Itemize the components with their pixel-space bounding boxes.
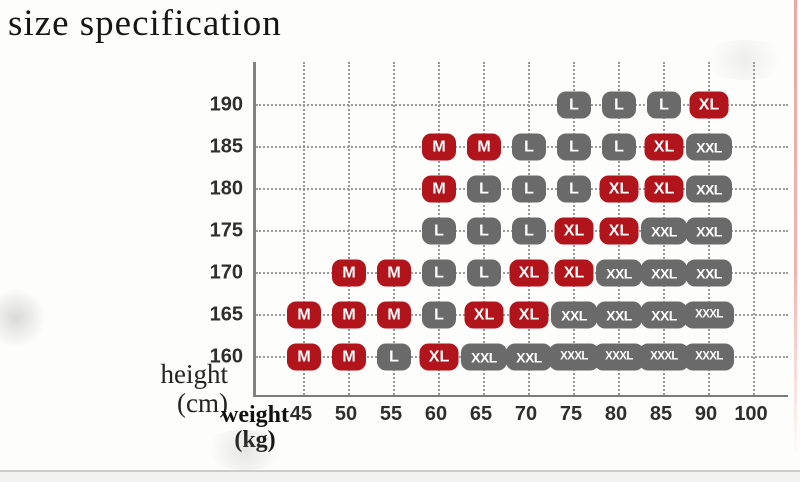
size-badge: L bbox=[512, 175, 546, 203]
size-badge: L bbox=[557, 133, 591, 161]
x-tick-label: 60 bbox=[424, 403, 448, 425]
size-badge: XL bbox=[464, 301, 504, 329]
size-badge: XL bbox=[599, 175, 639, 203]
x-axis-label-line1: weight bbox=[221, 402, 289, 428]
size-badge: L bbox=[647, 91, 681, 119]
size-badge: XXL bbox=[596, 301, 642, 329]
x-tick-label: 85 bbox=[649, 403, 673, 425]
size-badge: XL bbox=[599, 217, 639, 245]
x-tick-label: 90 bbox=[694, 403, 718, 425]
size-badge: M bbox=[377, 259, 411, 287]
y-tick-label: 180 bbox=[209, 177, 243, 200]
size-badge: XXL bbox=[686, 259, 732, 287]
size-badge: XL bbox=[554, 259, 594, 287]
x-tick-label: 100 bbox=[734, 403, 768, 425]
size-badge: XL bbox=[509, 259, 549, 287]
size-badge: XL bbox=[644, 175, 684, 203]
size-badge: L bbox=[467, 217, 501, 245]
size-badge: XL bbox=[689, 91, 729, 119]
size-badge: XXL bbox=[596, 259, 642, 287]
size-badge: M bbox=[287, 301, 321, 329]
vertical-gridline bbox=[348, 62, 350, 395]
size-badge: M bbox=[467, 133, 501, 161]
size-badge: L bbox=[602, 91, 636, 119]
y-tick-label: 160 bbox=[209, 345, 243, 368]
size-badge: XXL bbox=[551, 301, 597, 329]
size-badge: M bbox=[422, 133, 456, 161]
x-tick-label: 70 bbox=[514, 403, 538, 425]
y-tick-label: 185 bbox=[209, 135, 243, 158]
size-badge: XL bbox=[419, 343, 459, 371]
right-edge-accent-line bbox=[794, 0, 797, 455]
size-badge: XXL bbox=[641, 259, 687, 287]
size-badge: XL bbox=[644, 133, 684, 161]
size-badge: L bbox=[467, 175, 501, 203]
size-badge: XXL bbox=[641, 217, 687, 245]
size-badge: L bbox=[422, 301, 456, 329]
size-badge: XXL bbox=[461, 343, 507, 371]
x-tick-label: 50 bbox=[334, 403, 358, 425]
y-axis-label: height (cm) bbox=[118, 359, 229, 418]
bottom-divider-line bbox=[0, 470, 800, 472]
size-badge: XXXL bbox=[684, 301, 734, 329]
size-badge: L bbox=[422, 217, 456, 245]
size-badge: XXL bbox=[641, 301, 687, 329]
size-badge: M bbox=[332, 259, 366, 287]
size-badge: XXL bbox=[686, 217, 732, 245]
size-badge: M bbox=[377, 301, 411, 329]
x-tick-label: 55 bbox=[379, 403, 403, 425]
size-badge: M bbox=[332, 343, 366, 371]
size-badge: L bbox=[602, 133, 636, 161]
vertical-gridline bbox=[303, 62, 305, 395]
size-badge: L bbox=[557, 175, 591, 203]
y-tick-label: 165 bbox=[209, 303, 243, 326]
size-badge: XXXL bbox=[684, 343, 734, 371]
size-badge: XL bbox=[554, 217, 594, 245]
x-tick-label: 65 bbox=[469, 403, 493, 425]
horizontal-gridline bbox=[256, 104, 788, 106]
y-tick-label: 175 bbox=[209, 219, 243, 242]
size-badge: XXXL bbox=[549, 343, 599, 371]
size-badge: L bbox=[467, 259, 501, 287]
size-badge: XXL bbox=[506, 343, 552, 371]
vertical-gridline bbox=[753, 62, 755, 395]
size-badge: XL bbox=[509, 301, 549, 329]
page-title: size specification bbox=[8, 3, 282, 44]
size-badge: L bbox=[557, 91, 591, 119]
size-badge: L bbox=[512, 217, 546, 245]
y-tick-label: 190 bbox=[209, 93, 243, 116]
size-badge: XXXL bbox=[594, 343, 644, 371]
size-badge: M bbox=[422, 175, 456, 203]
size-badge: XXXL bbox=[639, 343, 689, 371]
y-axis-label-line1: height bbox=[160, 359, 229, 389]
x-tick-label: 80 bbox=[604, 403, 628, 425]
chart-plot-area: L L L XL M M L L L XL XXL M L L L XL XL XXL L L L XL XL XXL XXL M… bbox=[253, 62, 788, 397]
size-badge: L bbox=[377, 343, 411, 371]
y-tick-label: 170 bbox=[209, 261, 243, 284]
x-axis-label: weight (kg) bbox=[200, 403, 310, 453]
size-badge: XXL bbox=[686, 175, 732, 203]
vertical-gridline bbox=[393, 62, 395, 395]
size-badge: L bbox=[422, 259, 456, 287]
size-badge: XXL bbox=[686, 133, 732, 161]
x-axis-label-line2: (kg) bbox=[234, 427, 276, 453]
x-tick-label: 75 bbox=[559, 403, 583, 425]
size-badge: M bbox=[332, 301, 366, 329]
bottom-strip bbox=[0, 472, 800, 482]
x-tick-label: 45 bbox=[289, 403, 313, 425]
y-axis-label-line2: (cm) bbox=[177, 388, 228, 418]
size-badge: M bbox=[287, 343, 321, 371]
size-badge: L bbox=[512, 133, 546, 161]
